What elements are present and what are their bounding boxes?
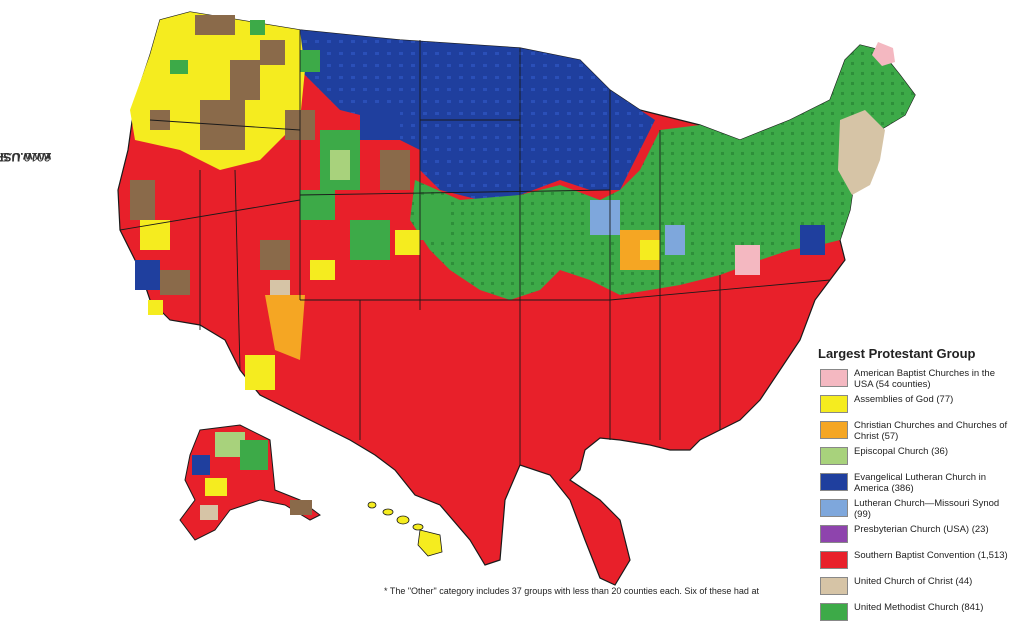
legend-swatch bbox=[820, 525, 848, 543]
legend-swatch bbox=[820, 369, 848, 387]
state-borders bbox=[119, 30, 831, 465]
legend-swatch bbox=[820, 395, 848, 413]
region-northern-plains bbox=[300, 30, 655, 200]
legend-title: Largest Protestant Group bbox=[818, 346, 976, 361]
legend-label: American Baptist Churches in the USA (54… bbox=[854, 368, 995, 390]
legend-swatch bbox=[820, 421, 848, 439]
legend-item-assemblies-of-god: Assemblies of God (77) bbox=[818, 393, 1018, 417]
footnote: * The "Other" category includes 37 group… bbox=[384, 586, 759, 596]
legend: Largest Protestant Group American Baptis… bbox=[818, 346, 1018, 627]
alaska-patches bbox=[192, 432, 312, 520]
legend-item-american-baptist: American Baptist Churches in the USA (54… bbox=[818, 367, 1018, 391]
midwest-mixed-patches bbox=[590, 200, 825, 275]
side-credit: www.USReligionCensus.org • 2010 U.S. Rel… bbox=[0, 150, 53, 600]
mountain-west-patches bbox=[260, 110, 450, 300]
legend-item-episcopal: Episcopal Church (36) bbox=[818, 445, 1018, 469]
us-county-religion-map bbox=[117, 11, 916, 586]
legend-swatch bbox=[820, 499, 848, 517]
credit-citation: 2010 U.S. Religion Census: Religious Con… bbox=[0, 150, 51, 164]
legend-label: Lutheran Church—Missouri Synod (99) bbox=[854, 498, 1000, 520]
legend-item-elca: Evangelical Lutheran Church in America (… bbox=[818, 471, 1018, 495]
legend-swatch bbox=[820, 447, 848, 465]
legend-item-christian-churches: Christian Churches and Churches of Chris… bbox=[818, 419, 1018, 443]
legend-label: Southern Baptist Convention (1,513) bbox=[854, 550, 1008, 561]
legend-label: Christian Churches and Churches of Chris… bbox=[854, 420, 1008, 442]
west-coast-patches bbox=[130, 180, 305, 390]
legend-label: Episcopal Church (36) bbox=[854, 446, 948, 457]
pnw-green-patches bbox=[170, 20, 320, 74]
legend-label: United Church of Christ (44) bbox=[854, 576, 973, 587]
region-maine-pink bbox=[872, 42, 895, 66]
legend-item-southern-baptist: Southern Baptist Convention (1,513) bbox=[818, 549, 1018, 573]
legend-label: United Methodist Church (841) bbox=[854, 602, 984, 613]
legend-item-lcms: Lutheran Church—Missouri Synod (99) bbox=[818, 497, 1018, 521]
legend-label: Evangelical Lutheran Church in America (… bbox=[854, 472, 987, 494]
legend-item-presbyterian: Presbyterian Church (USA) (23) bbox=[818, 523, 1018, 547]
legend-item-ucc: United Church of Christ (44) bbox=[818, 575, 1018, 599]
legend-swatch bbox=[820, 473, 848, 491]
legend-swatch bbox=[820, 577, 848, 595]
legend-label: Presbyterian Church (USA) (23) bbox=[854, 524, 989, 535]
legend-swatch bbox=[820, 603, 848, 621]
hawaii-islands bbox=[367, 501, 443, 557]
region-midwest-northeast bbox=[410, 45, 915, 300]
legend-swatch bbox=[820, 551, 848, 569]
legend-item-united-methodist: United Methodist Church (841) bbox=[818, 601, 1018, 625]
legend-label: Assemblies of God (77) bbox=[854, 394, 954, 405]
region-new-england bbox=[838, 110, 885, 195]
